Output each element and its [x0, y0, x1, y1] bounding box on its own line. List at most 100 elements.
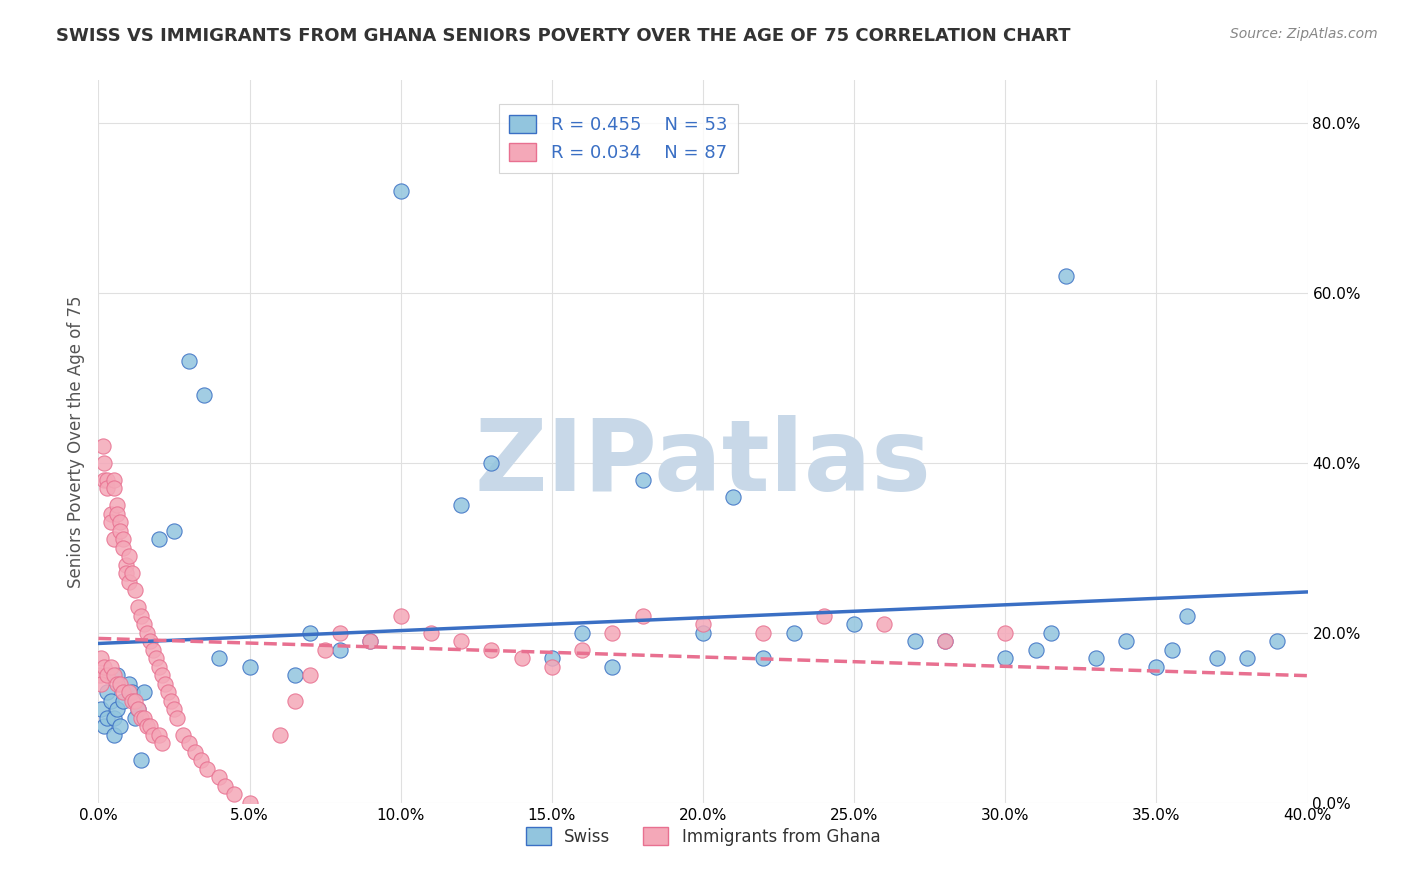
Point — [93, 473, 115, 487]
Point — [93, 660, 115, 674]
Point — [450, 498, 472, 512]
Point — [631, 608, 654, 623]
Point — [90, 651, 112, 665]
Point — [214, 779, 236, 793]
Point — [108, 516, 131, 530]
Point — [752, 651, 775, 665]
Point — [150, 736, 173, 750]
Point — [114, 558, 136, 572]
Point — [1039, 625, 1062, 640]
Point — [844, 617, 866, 632]
Point — [103, 668, 125, 682]
Point — [103, 711, 125, 725]
Point — [93, 719, 115, 733]
Point — [284, 694, 307, 708]
Point — [103, 728, 125, 742]
Point — [1206, 651, 1229, 665]
Point — [420, 625, 443, 640]
Point — [299, 625, 322, 640]
Point — [148, 533, 170, 547]
Point — [96, 711, 118, 725]
Point — [118, 549, 141, 564]
Point — [114, 566, 136, 581]
Point — [111, 685, 134, 699]
Point — [723, 490, 745, 504]
Point — [873, 617, 896, 632]
Point — [111, 694, 134, 708]
Point — [166, 711, 188, 725]
Point — [904, 634, 927, 648]
Point — [193, 388, 215, 402]
Point — [96, 473, 118, 487]
Point — [160, 694, 183, 708]
Point — [934, 634, 956, 648]
Point — [145, 651, 167, 665]
Point — [1236, 651, 1258, 665]
Point — [481, 456, 503, 470]
Point — [299, 668, 322, 682]
Text: ZIPatlas: ZIPatlas — [475, 415, 931, 512]
Point — [139, 634, 162, 648]
Point — [121, 694, 143, 708]
Point — [329, 625, 352, 640]
Point — [329, 642, 352, 657]
Point — [118, 685, 141, 699]
Point — [1024, 642, 1046, 657]
Point — [692, 625, 714, 640]
Point — [239, 660, 262, 674]
Point — [100, 507, 122, 521]
Point — [602, 660, 624, 674]
Point — [105, 507, 128, 521]
Point — [208, 651, 231, 665]
Point — [148, 660, 170, 674]
Point — [150, 668, 173, 682]
Point — [172, 728, 194, 742]
Point — [360, 634, 382, 648]
Point — [127, 600, 149, 615]
Point — [142, 642, 165, 657]
Point — [93, 456, 115, 470]
Point — [284, 668, 307, 682]
Point — [103, 473, 125, 487]
Point — [1267, 634, 1289, 648]
Point — [1175, 608, 1198, 623]
Point — [103, 481, 125, 495]
Point — [132, 711, 155, 725]
Text: Source: ZipAtlas.com: Source: ZipAtlas.com — [1230, 27, 1378, 41]
Point — [108, 524, 131, 538]
Point — [360, 634, 382, 648]
Point — [571, 625, 593, 640]
Point — [481, 642, 503, 657]
Point — [132, 617, 155, 632]
Point — [510, 651, 533, 665]
Point — [135, 625, 157, 640]
Point — [105, 702, 128, 716]
Point — [540, 651, 562, 665]
Point — [111, 541, 134, 555]
Point — [139, 719, 162, 733]
Point — [631, 473, 654, 487]
Point — [540, 660, 562, 674]
Point — [163, 702, 186, 716]
Point — [100, 516, 122, 530]
Point — [389, 184, 412, 198]
Point — [89, 668, 111, 682]
Point — [934, 634, 956, 648]
Point — [96, 668, 118, 682]
Text: SWISS VS IMMIGRANTS FROM GHANA SENIORS POVERTY OVER THE AGE OF 75 CORRELATION CH: SWISS VS IMMIGRANTS FROM GHANA SENIORS P… — [56, 27, 1071, 45]
Point — [100, 660, 122, 674]
Point — [450, 634, 472, 648]
Point — [96, 685, 118, 699]
Point — [108, 719, 131, 733]
Point — [91, 439, 114, 453]
Point — [224, 787, 246, 801]
Point — [184, 745, 207, 759]
Point — [135, 719, 157, 733]
Point — [190, 753, 212, 767]
Point — [208, 770, 231, 784]
Point — [153, 677, 176, 691]
Point — [118, 677, 141, 691]
Point — [1085, 651, 1108, 665]
Point — [783, 625, 806, 640]
Point — [571, 642, 593, 657]
